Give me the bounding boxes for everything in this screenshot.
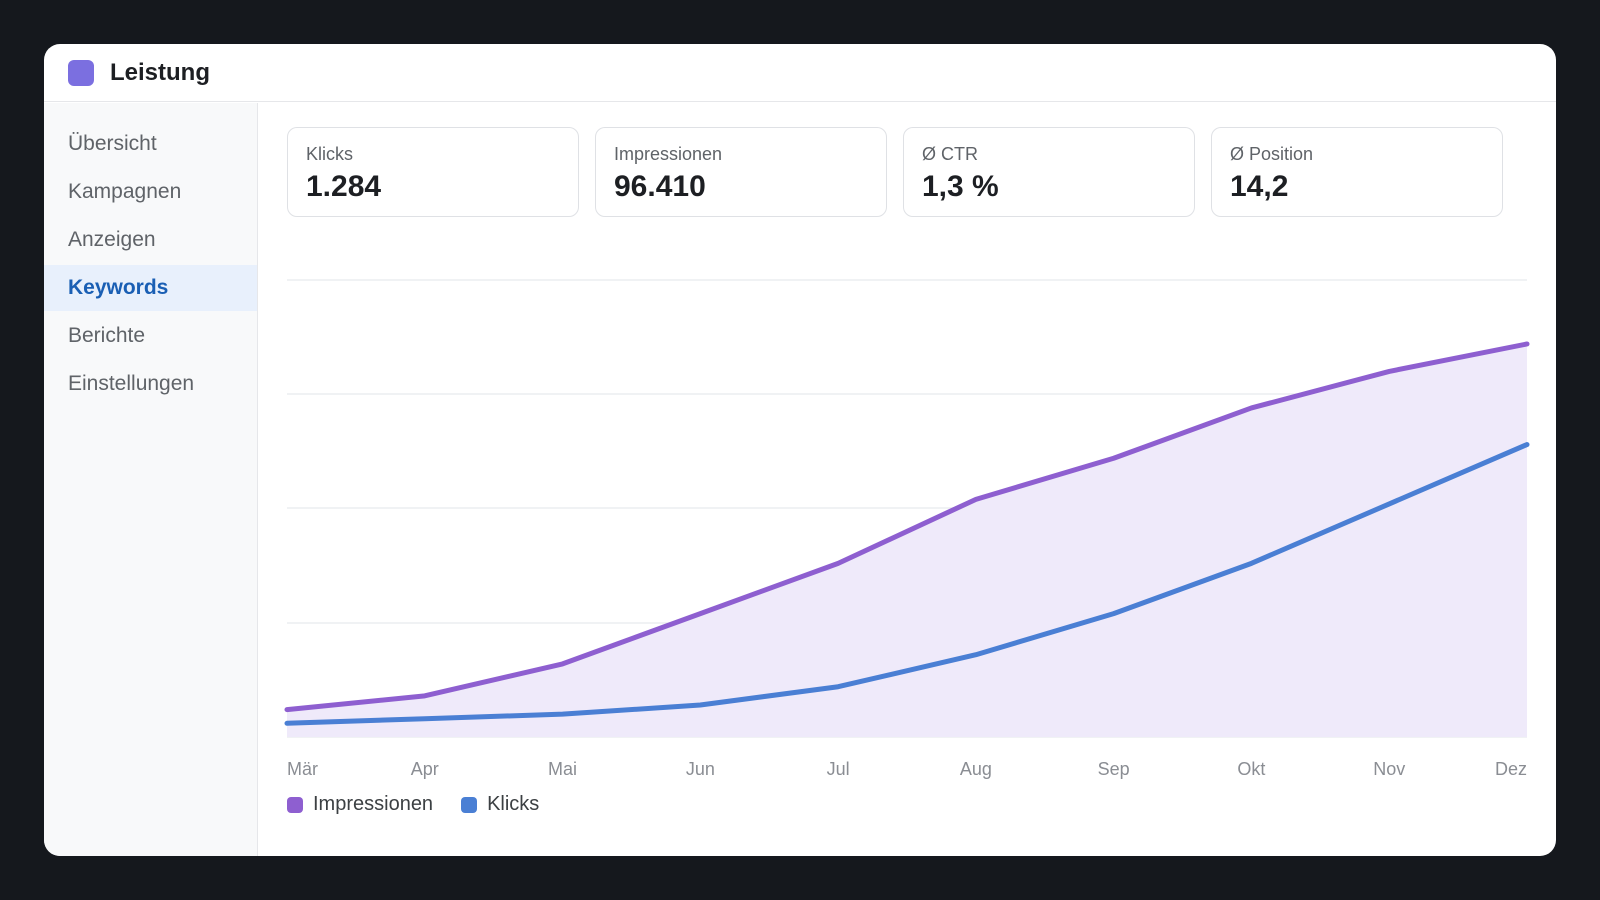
kpi-card-impressionen: Impressionen 96.410 <box>595 127 887 217</box>
x-tick-label: Mär <box>287 759 318 779</box>
legend-label: Impressionen <box>313 793 434 815</box>
app-window: Leistung Übersicht Kampagnen Anzeigen Ke… <box>44 44 1556 856</box>
line-chart: Mär Apr Mai Jun Jul Aug Sep Okt Nov Dez <box>284 279 1530 779</box>
sidebar-item-label: Kampagnen <box>68 180 182 203</box>
kpi-label: Ø CTR <box>922 144 978 164</box>
kpi-value: 1,3 % <box>922 170 999 203</box>
kpi-value: 14,2 <box>1230 170 1289 203</box>
x-tick-label: Nov <box>1373 759 1405 779</box>
legend-swatch-impressionen <box>287 796 303 813</box>
kpi-card-position: Ø Position 14,2 <box>1211 127 1503 217</box>
app-title: Leistung <box>110 58 210 86</box>
legend-swatch-klicks <box>461 796 478 813</box>
sidebar-item-einstellungen[interactable]: Einstellungen <box>44 361 257 407</box>
impressionen-area <box>287 343 1527 737</box>
sidebar-item-keywords[interactable]: Keywords <box>44 265 257 311</box>
sidebar-item-berichte[interactable]: Berichte <box>44 313 257 359</box>
x-tick-label: Okt <box>1237 759 1265 779</box>
legend-label: Klicks <box>487 793 540 815</box>
kpi-card-klicks: Klicks 1.284 <box>287 127 579 217</box>
x-tick-label: Jul <box>827 759 850 779</box>
x-tick-label: Mai <box>548 759 577 779</box>
sidebar-item-anzeigen[interactable]: Anzeigen <box>44 217 257 263</box>
kpi-label: Ø Position <box>1230 144 1314 164</box>
sidebar-item-label: Berichte <box>68 324 146 347</box>
kpi-label: Impressionen <box>614 144 723 164</box>
sidebar-item-label: Übersicht <box>68 132 157 155</box>
legend-item-impressionen[interactable]: Impressionen <box>287 793 433 816</box>
legend-item-klicks[interactable]: Klicks <box>461 793 539 816</box>
kpi-value: 1.284 <box>306 170 382 203</box>
app-square-icon <box>68 59 94 86</box>
impressionen-line <box>284 341 1530 713</box>
klicks-line <box>284 442 1530 726</box>
x-tick-label: Jun <box>686 759 715 779</box>
sidebar-item-label: Anzeigen <box>68 228 156 251</box>
sidebar-item-uebersicht[interactable]: Übersicht <box>44 121 257 167</box>
x-tick-label: Dez <box>1495 759 1527 779</box>
main-content: Klicks 1.284 Impressionen 96.410 Ø CTR 1… <box>259 103 1556 856</box>
chart-legend: Impressionen Klicks <box>287 793 567 816</box>
x-tick-label: Aug <box>960 759 992 779</box>
kpi-value: 96.410 <box>614 170 706 203</box>
kpi-label: Klicks <box>306 144 354 164</box>
sidebar: Übersicht Kampagnen Anzeigen Keywords Be… <box>44 103 258 856</box>
x-tick-label: Apr <box>411 759 439 779</box>
kpi-card-ctr: Ø CTR 1,3 % <box>903 127 1195 217</box>
sidebar-item-label: Keywords <box>68 276 169 299</box>
sidebar-item-kampagnen[interactable]: Kampagnen <box>44 169 257 215</box>
x-tick-label: Sep <box>1098 759 1130 779</box>
sidebar-item-label: Einstellungen <box>68 372 195 395</box>
title-bar: Leistung <box>44 44 1556 102</box>
